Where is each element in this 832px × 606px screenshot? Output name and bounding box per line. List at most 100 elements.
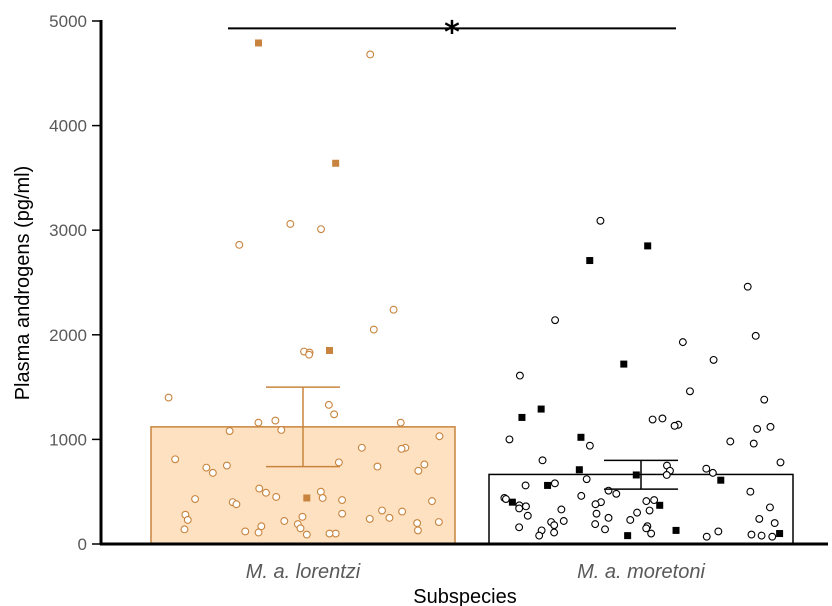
data-point-square	[656, 501, 664, 509]
data-point-circle	[714, 527, 723, 536]
data-point-circle	[749, 439, 758, 448]
data-point-circle	[522, 502, 530, 511]
data-point-circle	[435, 432, 444, 441]
data-point-circle	[670, 421, 679, 430]
data-point-square	[776, 530, 784, 538]
data-point-circle	[202, 463, 211, 472]
data-point-circle	[241, 527, 250, 536]
significance-marker: *	[444, 15, 460, 50]
data-point-circle	[535, 531, 544, 540]
data-point-circle	[296, 524, 305, 533]
data-point-circle	[271, 416, 280, 425]
data-point-square	[586, 257, 594, 265]
y-tick-label: 1000	[49, 430, 87, 449]
data-point-circle	[559, 517, 568, 525]
data-point-circle	[648, 415, 657, 424]
data-point-square	[332, 159, 340, 167]
data-point-circle	[396, 418, 405, 427]
data-point-circle	[369, 325, 378, 334]
data-point-circle	[255, 484, 264, 493]
data-point-circle	[428, 497, 436, 506]
data-point-circle	[414, 466, 423, 475]
data-point-circle	[591, 520, 600, 529]
data-point-circle	[577, 491, 586, 500]
data-point-circle	[726, 437, 735, 446]
data-point-circle	[257, 522, 266, 531]
data-point-square	[632, 471, 640, 479]
y-tick-label: 3000	[49, 221, 87, 240]
data-point-square	[577, 433, 585, 441]
data-point-circle	[280, 517, 289, 525]
bars	[150, 426, 794, 545]
y-axis-title: Plasma androgens (pg/ml)	[12, 166, 34, 401]
data-point-circle	[708, 468, 717, 477]
data-point-circle	[302, 530, 311, 539]
x-category-label: M. a. lorentzi	[246, 561, 361, 583]
data-point-circle	[776, 458, 785, 467]
data-point-circle	[521, 481, 530, 490]
data-point-circle	[334, 458, 343, 467]
data-point-circle	[501, 495, 510, 503]
data-point-square	[303, 494, 311, 502]
data-point-circle	[324, 400, 333, 409]
data-point-circle	[662, 471, 671, 479]
data-point-circle	[592, 509, 601, 518]
y-tick-label: 0	[78, 535, 87, 554]
data-point-circle	[164, 393, 173, 402]
data-point-circle	[582, 475, 591, 484]
data-point-circle	[434, 518, 443, 526]
data-point-circle	[515, 371, 524, 380]
data-point-circle	[604, 513, 613, 522]
data-point-circle	[338, 509, 347, 518]
data-point-circle	[626, 515, 635, 524]
axes	[92, 20, 828, 546]
data-point-circle	[208, 468, 217, 477]
data-points	[164, 39, 785, 541]
data-point-circle	[550, 479, 559, 488]
data-point-circle	[254, 528, 263, 537]
data-point-circle	[398, 507, 407, 516]
data-point-circle	[596, 216, 605, 225]
data-point-circle	[389, 305, 398, 314]
data-point-circle	[538, 456, 547, 465]
data-point-circle	[585, 441, 594, 450]
data-point-circle	[757, 531, 766, 540]
data-point-circle	[760, 395, 769, 404]
data-point-square	[544, 481, 552, 489]
data-point-circle	[642, 497, 651, 506]
data-point-circle	[183, 515, 192, 524]
data-point-circle	[515, 504, 524, 513]
data-point-circle	[523, 511, 532, 520]
data-point-circle	[191, 495, 200, 503]
data-point-circle	[366, 50, 375, 59]
data-point-circle	[180, 525, 189, 534]
data-point-square	[717, 476, 725, 484]
data-point-circle	[171, 455, 180, 464]
data-point-circle	[591, 500, 600, 509]
data-point-circle	[254, 418, 263, 427]
data-point-circle	[601, 525, 609, 534]
data-point-circle	[702, 464, 711, 473]
labels: 0 1000 2000 3000 4000 5000 M. a. lorentzi M. a.…	[12, 12, 705, 606]
data-point-circle	[317, 225, 325, 234]
data-point-square	[255, 39, 263, 47]
data-point-circle	[277, 426, 286, 434]
data-point-circle	[365, 514, 374, 523]
x-axis-title: Subspecies	[413, 586, 516, 606]
data-point-circle	[658, 414, 667, 423]
data-point-square	[624, 532, 632, 540]
data-point-circle	[505, 435, 514, 444]
data-point-circle	[770, 519, 779, 528]
y-tick-label: 5000	[49, 12, 87, 31]
data-point-circle	[413, 519, 422, 528]
data-point-circle	[633, 508, 642, 517]
data-point-circle	[642, 524, 651, 533]
data-point-circle	[650, 496, 659, 505]
data-point-circle	[755, 514, 764, 523]
data-point-circle	[385, 513, 394, 522]
data-point-square	[672, 526, 680, 534]
data-point-circle	[647, 529, 656, 538]
data-point-circle	[765, 503, 774, 512]
data-point-circle	[420, 460, 429, 469]
error-bars	[266, 386, 678, 490]
